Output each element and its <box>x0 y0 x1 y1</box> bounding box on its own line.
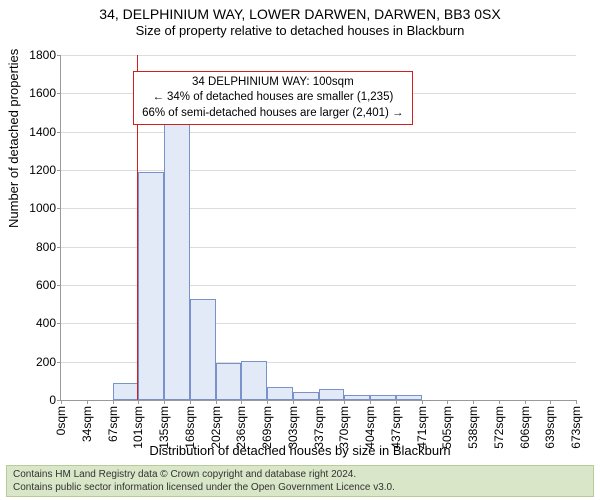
chart-plot-area: 0200400600800100012001400160018000sqm34s… <box>60 55 576 401</box>
x-tick-mark <box>447 400 448 404</box>
bar <box>344 395 370 400</box>
x-axis-label: Distribution of detached houses by size … <box>0 443 600 458</box>
bar <box>267 387 293 400</box>
bar <box>396 395 422 400</box>
bar <box>113 383 139 400</box>
x-tick-mark <box>550 400 551 404</box>
x-tick-mark <box>576 400 577 404</box>
x-tick-label: 0sqm <box>54 406 68 435</box>
y-axis-label: Number of detached properties <box>6 49 21 228</box>
y-tick-label: 1800 <box>29 48 61 62</box>
x-tick-mark <box>190 400 191 404</box>
annotation-box: 34 DELPHINIUM WAY: 100sqm← 34% of detach… <box>133 71 412 126</box>
bar <box>241 361 267 400</box>
y-tick-label: 400 <box>36 316 61 330</box>
annotation-line: 34 DELPHINIUM WAY: 100sqm <box>142 75 403 91</box>
credit-line-2: Contains public sector information licen… <box>13 481 587 494</box>
bar <box>190 299 216 400</box>
gridline <box>61 132 576 133</box>
x-tick-mark <box>113 400 114 404</box>
annotation-line: 66% of semi-detached houses are larger (… <box>142 106 403 122</box>
x-tick-mark <box>164 400 165 404</box>
gridline <box>61 55 576 56</box>
y-tick-label: 600 <box>36 278 61 292</box>
annotation-line: ← 34% of detached houses are smaller (1,… <box>142 90 403 106</box>
x-tick-mark <box>293 400 294 404</box>
x-tick-mark <box>241 400 242 404</box>
bar <box>293 392 319 400</box>
x-tick-mark <box>344 400 345 404</box>
credit-line-1: Contains HM Land Registry data © Crown c… <box>13 468 587 481</box>
y-tick-label: 1400 <box>29 125 61 139</box>
bar <box>164 122 190 400</box>
x-tick-mark <box>499 400 500 404</box>
x-tick-mark <box>87 400 88 404</box>
x-tick-mark <box>138 400 139 404</box>
chart-subtitle: Size of property relative to detached ho… <box>0 23 600 38</box>
y-tick-label: 800 <box>36 240 61 254</box>
x-tick-label: 34sqm <box>80 406 94 442</box>
x-tick-mark <box>216 400 217 404</box>
x-tick-mark <box>61 400 62 404</box>
bar <box>216 363 242 400</box>
x-tick-mark <box>370 400 371 404</box>
y-tick-label: 200 <box>36 355 61 369</box>
x-tick-mark <box>473 400 474 404</box>
bar <box>138 172 164 400</box>
y-tick-label: 1600 <box>29 86 61 100</box>
chart-titles: 34, DELPHINIUM WAY, LOWER DARWEN, DARWEN… <box>0 0 600 38</box>
gridline <box>61 170 576 171</box>
x-tick-mark <box>319 400 320 404</box>
y-tick-label: 0 <box>49 393 61 407</box>
x-tick-mark <box>267 400 268 404</box>
credit-box: Contains HM Land Registry data © Crown c… <box>6 465 594 497</box>
x-tick-mark <box>396 400 397 404</box>
y-tick-label: 1200 <box>29 163 61 177</box>
y-tick-label: 1000 <box>29 201 61 215</box>
x-tick-mark <box>525 400 526 404</box>
x-tick-label: 67sqm <box>106 406 120 442</box>
chart-title: 34, DELPHINIUM WAY, LOWER DARWEN, DARWEN… <box>0 6 600 22</box>
bar <box>319 389 345 400</box>
bar <box>370 395 396 400</box>
x-tick-mark <box>422 400 423 404</box>
